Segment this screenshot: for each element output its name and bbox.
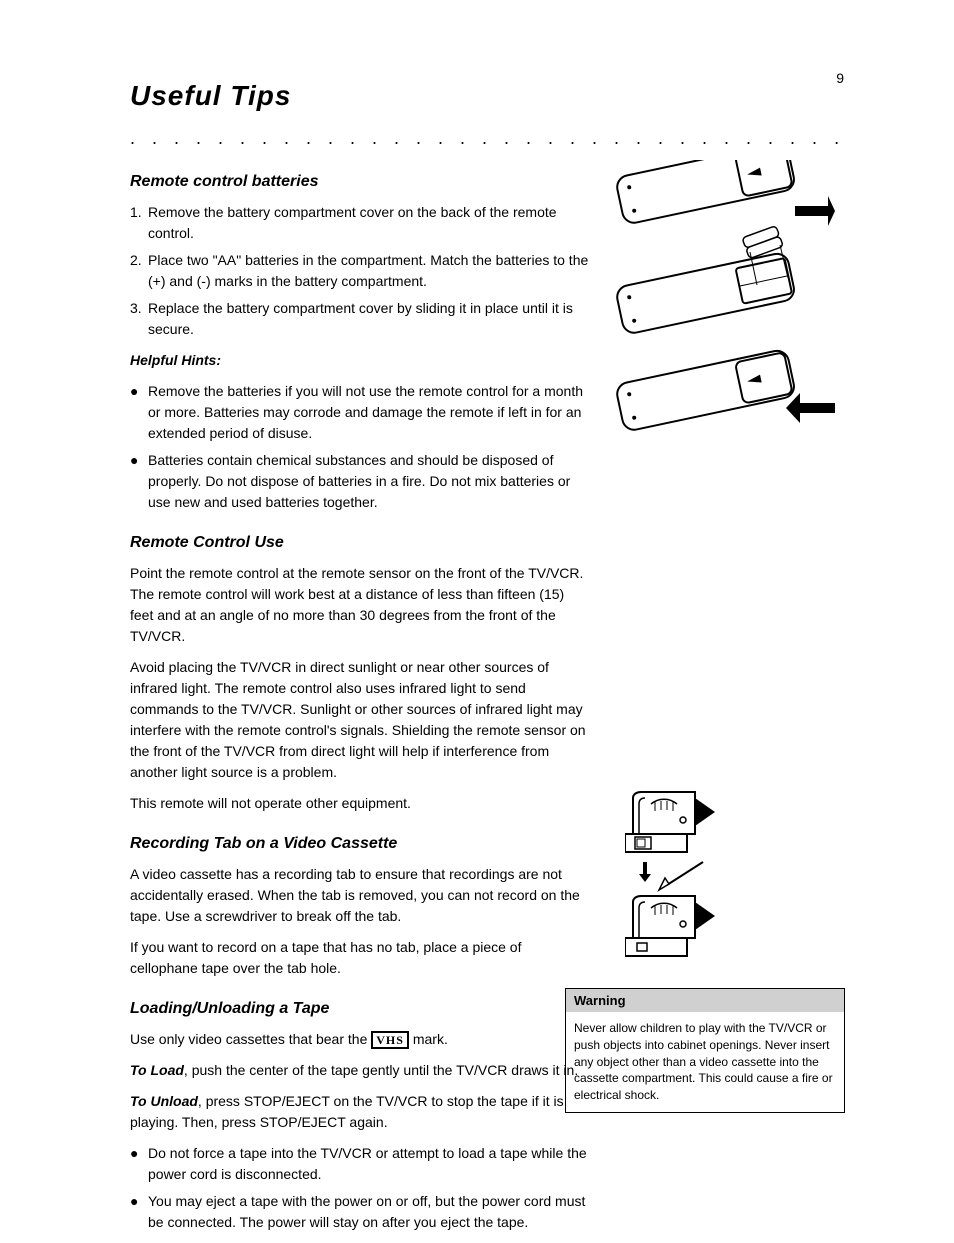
bullet-marker: ● xyxy=(130,1143,148,1185)
heading-remote-batteries: Remote control batteries xyxy=(130,170,590,194)
step-marker: 2. xyxy=(130,250,148,292)
vhs-mark-para: Use only video cassettes that bear the V… xyxy=(130,1029,590,1050)
step-marker: 3. xyxy=(130,298,148,340)
tip-text: Batteries contain chemical substances an… xyxy=(148,450,590,513)
unload-para: To Unload, press STOP/EJECT on the TV/VC… xyxy=(130,1091,590,1133)
bullet-text: You may eject a tape with the power on o… xyxy=(148,1191,590,1233)
remote-batteries-steps: 1. Remove the battery compartment cover … xyxy=(130,202,590,340)
step-text: Place two "AA" batteries in the compartm… xyxy=(148,250,590,292)
step-text: Remove the battery compartment cover on … xyxy=(148,202,590,244)
step-text: Replace the battery compartment cover by… xyxy=(148,298,590,340)
bullet-marker: ● xyxy=(130,450,148,513)
remote-use-para: This remote will not operate other equip… xyxy=(130,793,590,814)
bullet-item: ● Do not force a tape into the TV/VCR or… xyxy=(130,1143,590,1185)
page-number: 9 xyxy=(836,70,844,86)
recording-tab-para: If you want to record on a tape that has… xyxy=(130,937,590,979)
heading-tape-loading: Loading/Unloading a Tape xyxy=(130,997,590,1021)
step-item: 3. Replace the battery compartment cover… xyxy=(130,298,590,340)
warning-header: Warning xyxy=(566,989,844,1012)
remote-use-para: Point the remote control at the remote s… xyxy=(130,563,590,647)
remote-use-para: Avoid placing the TV/VCR in direct sunli… xyxy=(130,657,590,783)
step-item: 1. Remove the battery compartment cover … xyxy=(130,202,590,244)
step-marker: 1. xyxy=(130,202,148,244)
bullet-text: Do not force a tape into the TV/VCR or a… xyxy=(148,1143,590,1185)
warning-box: Warning Never allow children to play wit… xyxy=(565,988,845,1113)
tip-text: Remove the batteries if you will not use… xyxy=(148,381,590,444)
tip-item: ● Batteries contain chemical substances … xyxy=(130,450,590,513)
tip-item: ● Remove the batteries if you will not u… xyxy=(130,381,590,444)
helpful-hints-label: Helpful Hints: xyxy=(130,350,590,371)
bullet-item: ● You may eject a tape with the power on… xyxy=(130,1191,590,1233)
heading-remote-use: Remote Control Use xyxy=(130,531,590,555)
page-title: Useful Tips xyxy=(130,80,291,112)
bullet-marker: ● xyxy=(130,381,148,444)
remote-battery-illustration xyxy=(610,160,845,465)
divider-dots: . . . . . . . . . . . . . . . . . . . . … xyxy=(130,128,844,149)
recording-tab-para: A video cassette has a recording tab to … xyxy=(130,864,590,927)
vhs-logo-icon: VHS xyxy=(371,1031,409,1049)
tape-loading-bullets: ● Do not force a tape into the TV/VCR or… xyxy=(130,1143,590,1233)
heading-recording-tab: Recording Tab on a Video Cassette xyxy=(130,832,590,856)
warning-body: Never allow children to play with the TV… xyxy=(566,1012,844,1112)
load-para: To Load, push the center of the tape gen… xyxy=(130,1060,590,1081)
bullet-marker: ● xyxy=(130,1191,148,1233)
step-item: 2. Place two "AA" batteries in the compa… xyxy=(130,250,590,292)
cassette-tab-illustration xyxy=(625,790,715,965)
remote-batteries-tips: ● Remove the batteries if you will not u… xyxy=(130,381,590,513)
main-content: Remote control batteries 1. Remove the b… xyxy=(130,170,590,1243)
